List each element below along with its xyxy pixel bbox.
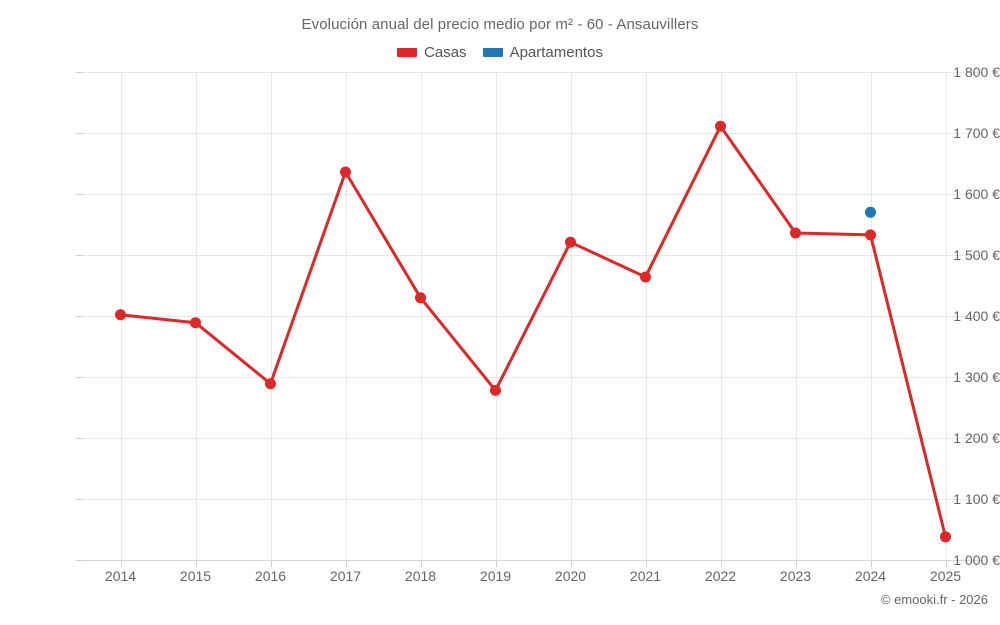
y-axis-tick-mark — [76, 194, 83, 195]
x-axis-tick-label: 2025 — [929, 568, 962, 584]
y-axis-tick-mark — [76, 377, 83, 378]
x-axis-tick-mark — [870, 560, 872, 567]
x-axis-tick-label: 2022 — [704, 568, 737, 584]
chart-title: Evolución anual del precio medio por m² … — [301, 16, 699, 33]
x-axis-tick-label: 2018 — [404, 568, 437, 584]
gridline-vertical — [720, 72, 722, 560]
plot-area — [83, 72, 983, 561]
x-axis-tick-label: 2021 — [629, 568, 662, 584]
y-axis-tick-label: 1 700 € — [953, 125, 1000, 141]
y-axis-tick-mark — [76, 560, 83, 561]
x-axis-tick-mark — [645, 560, 647, 567]
x-axis-tick-mark — [270, 560, 272, 567]
legend-label-casas: Casas — [424, 44, 467, 61]
y-axis-tick-mark — [76, 316, 83, 317]
gridline-vertical — [120, 72, 122, 560]
legend-swatch-casas — [397, 48, 418, 57]
gridline-vertical — [345, 72, 347, 560]
x-axis-tick-mark — [120, 560, 122, 567]
y-axis-tick-mark — [76, 72, 83, 73]
gridline-vertical — [570, 72, 572, 560]
gridline-horizontal — [83, 255, 983, 256]
gridline-vertical — [645, 72, 647, 560]
x-axis-tick-label: 2014 — [104, 568, 137, 584]
x-axis-tick-mark — [420, 560, 422, 567]
legend-item-apartamentos[interactable]: Apartamentos — [482, 44, 603, 61]
x-axis-tick-mark — [795, 560, 797, 567]
y-axis-tick-mark — [76, 255, 83, 256]
x-axis-tick-label: 2024 — [854, 568, 887, 584]
gridline-horizontal — [83, 316, 983, 317]
y-axis-tick-mark — [76, 438, 83, 439]
gridline-vertical — [195, 72, 197, 560]
gridline-vertical — [795, 72, 797, 560]
y-axis-tick-label: 1 800 € — [953, 64, 1000, 80]
x-axis-tick-mark — [345, 560, 347, 567]
x-axis-tick-label: 2017 — [329, 568, 362, 584]
x-axis-tick-label: 2020 — [554, 568, 587, 584]
gridline-horizontal — [83, 499, 983, 500]
x-axis-tick-label: 2023 — [779, 568, 812, 584]
legend-label-apartamentos: Apartamentos — [509, 44, 603, 61]
gridline-vertical — [270, 72, 272, 560]
x-axis-tick-mark — [495, 560, 497, 567]
y-axis-tick-label: 1 600 € — [953, 186, 1000, 202]
gridline-horizontal — [83, 438, 983, 439]
gridline-vertical — [420, 72, 422, 560]
legend-swatch-apartamentos — [482, 48, 503, 57]
gridline-horizontal — [83, 377, 983, 378]
y-axis-tick-label: 1 500 € — [953, 247, 1000, 263]
x-axis-tick-mark — [945, 560, 947, 567]
y-axis-tick-label: 1 400 € — [953, 308, 1000, 324]
x-axis-tick-mark — [720, 560, 722, 567]
x-axis-tick-label: 2015 — [179, 568, 212, 584]
y-axis-tick-label: 1 300 € — [953, 369, 1000, 385]
x-axis-tick-mark — [195, 560, 197, 567]
y-axis-tick-mark — [76, 133, 83, 134]
copyright-credit: © emooki.fr - 2026 — [880, 592, 988, 607]
y-axis-tick-mark — [76, 499, 83, 500]
gridline-vertical — [495, 72, 497, 560]
gridline-vertical — [870, 72, 872, 560]
x-axis-tick-label: 2016 — [254, 568, 287, 584]
x-axis-tick-mark — [570, 560, 572, 567]
gridline-horizontal — [83, 133, 983, 134]
y-axis-tick-label: 1 100 € — [953, 491, 1000, 507]
chart-legend: Casas Apartamentos — [0, 44, 1000, 61]
y-axis-tick-label: 1 000 € — [953, 552, 1000, 568]
gridline-horizontal — [83, 72, 983, 73]
gridline-horizontal — [83, 194, 983, 195]
x-axis-tick-label: 2019 — [479, 568, 512, 584]
y-axis-tick-label: 1 200 € — [953, 430, 1000, 446]
x-axis-line — [83, 560, 983, 561]
legend-item-casas[interactable]: Casas — [397, 44, 467, 61]
